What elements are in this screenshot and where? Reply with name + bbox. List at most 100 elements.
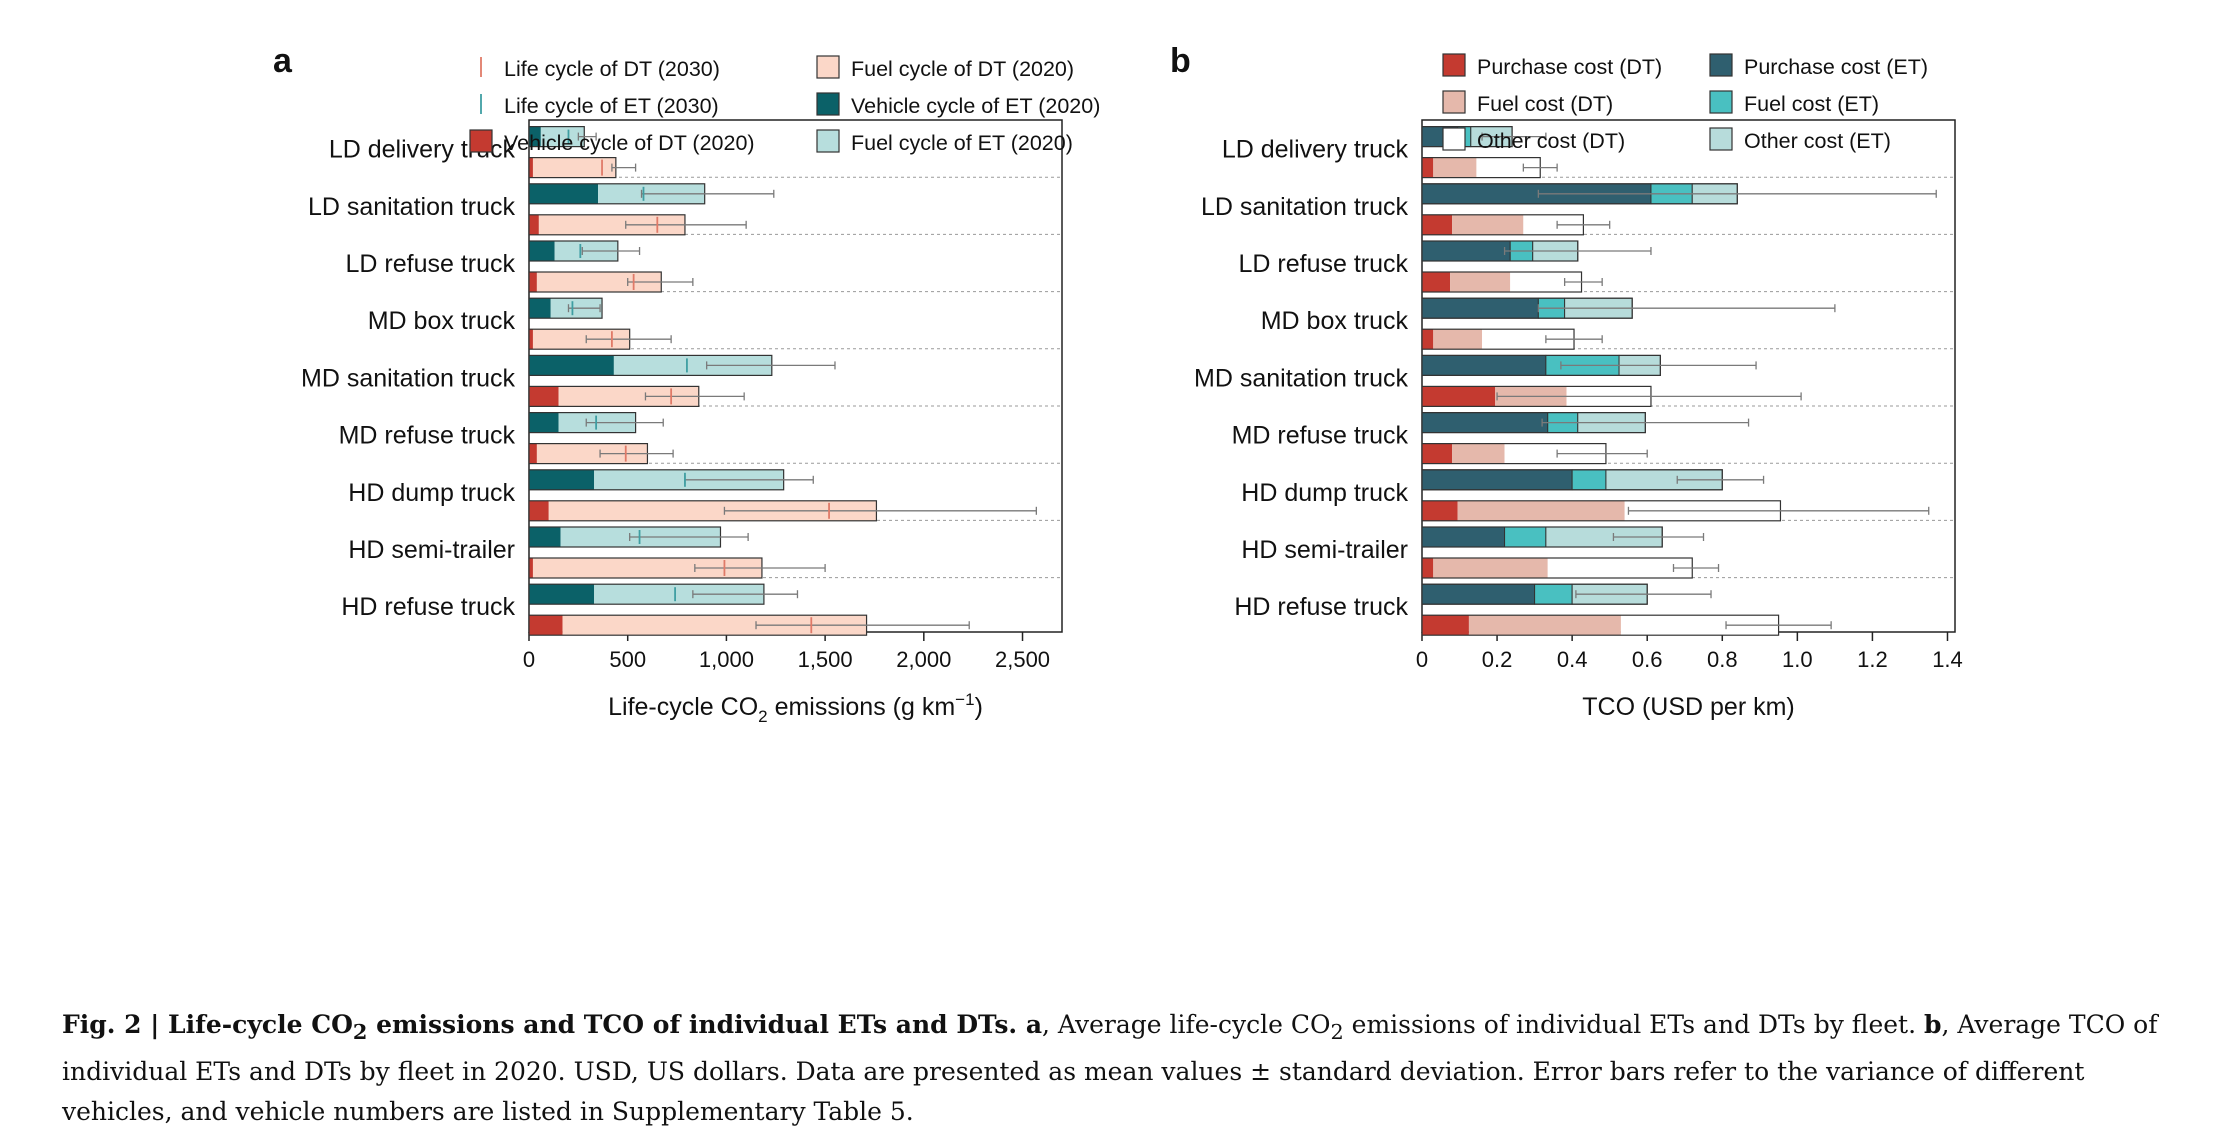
bar-fuel-cost-dt [1452, 443, 1505, 464]
bar-fuel-cycle-of-dt-2020 [532, 558, 762, 578]
bar-fuel-cycle-of-et-2020 [540, 126, 585, 147]
bar-fuel-cycle-of-dt-2020 [536, 272, 662, 292]
bar-fuel-cost-et [1504, 526, 1547, 548]
bar-other-cost-dt [1476, 157, 1541, 178]
caption-title-sub: 2 [352, 1019, 368, 1044]
bar-outline-et [528, 297, 603, 319]
figure-canvas: a 0 500 1,000 1,500 2,000 2,500 Life-cycle CO2 … [273, 42, 1963, 726]
panel-letter: b [1170, 42, 1191, 80]
legend-label-fuel-cycle-of-dt-2020: Fuel cycle of DT (2020) [851, 57, 1074, 81]
bar-purchase-cost-dt [1422, 443, 1453, 464]
x-axis-label: Life-cycle CO2 emissions (g km−1) [608, 690, 983, 726]
panel-b: b 0 0.2 0.4 0.6 0.8 1.0 1.2 1.4 TCO (USD per km) L… [1170, 42, 1963, 721]
bar-fuel-cycle-of-dt-2020 [538, 214, 685, 235]
bar-purchase-cost-dt [1422, 386, 1496, 407]
bar-vehicle-cycle-of-dt-2020 [529, 615, 563, 636]
category-label-ld-delivery-truck: LD delivery truck [1222, 136, 1409, 164]
category-label-md-sanitation-truck: MD sanitation truck [301, 364, 515, 392]
bar-vehicle-cycle-of-dt-2020 [529, 386, 559, 407]
x-axis-label: TCO (USD per km) [1582, 693, 1795, 721]
legend-swatch-vehicle-cycle-of-et-2020 [816, 92, 840, 116]
bar-purchase-cost-et [1421, 354, 1547, 376]
bar-fuel-cycle-of-dt-2020 [536, 443, 648, 464]
caption-a-label: a [1025, 1010, 1043, 1039]
bar-vehicle-cycle-of-et-2020 [529, 469, 595, 490]
category-label-hd-refuse-truck: HD refuse truck [341, 593, 515, 621]
bar-purchase-cost-et [1421, 583, 1536, 605]
legend-swatch-vehicle-cycle-of-dt-2020 [469, 129, 493, 153]
x-tick-label: 0.6 [1632, 647, 1663, 672]
bar-purchase-cost-dt [1422, 214, 1453, 235]
category-label-hd-dump-truck: HD dump truck [348, 479, 515, 507]
x-tick-label: 0 [523, 647, 535, 672]
legend-label-fuel-cost-et: Fuel cost (ET) [1744, 92, 1879, 116]
bar-fuel-cycle-of-dt-2020 [548, 500, 877, 521]
caption-b-label: b [1923, 1010, 1942, 1039]
bar-vehicle-cycle-of-et-2020 [529, 412, 559, 433]
legend-label-vehicle-cycle-of-et-2020: Vehicle cycle of ET (2020) [851, 94, 1100, 118]
category-label-ld-refuse-truck: LD refuse truck [345, 250, 515, 278]
caption-a-text-rest: emissions of individual ETs and DTs by f… [1343, 1010, 1924, 1039]
caption-title: Life-cycle CO2 emissions and TCO of indi… [168, 1010, 1026, 1044]
bar-fuel-cost-dt [1433, 558, 1548, 578]
bar-vehicle-cycle-of-et-2020 [529, 241, 555, 261]
bar-other-cost-dt [1482, 329, 1575, 350]
x-tick-label: 0 [1416, 647, 1428, 672]
bar-purchase-cost-et [1421, 297, 1539, 319]
bar-other-cost-dt [1547, 558, 1693, 578]
bar-purchase-cost-et [1421, 469, 1573, 491]
bar-fuel-cost-dt [1468, 615, 1621, 636]
category-label-md-refuse-truck: MD refuse truck [339, 422, 516, 450]
legend-swatch-fuel-cycle-of-dt-2020 [816, 55, 840, 79]
category-label-hd-semi-trailer: HD semi-trailer [348, 536, 515, 564]
bar-vehicle-cycle-of-dt-2020 [529, 329, 533, 350]
bar-vehicle-cycle-of-dt-2020 [529, 214, 539, 235]
caption-fig-label: Fig. 2 | [62, 1010, 169, 1039]
category-label-md-refuse-truck: MD refuse truck [1232, 422, 1409, 450]
x-tick-label: 1,500 [798, 647, 853, 672]
bar-fuel-cost-dt [1433, 157, 1477, 178]
bar-fuel-cycle-of-dt-2020 [558, 386, 699, 407]
bar-vehicle-cycle-of-et-2020 [529, 527, 561, 547]
category-label-hd-semi-trailer: HD semi-trailer [1241, 536, 1408, 564]
legend-label-purchase-cost-dt: Purchase cost (DT) [1477, 55, 1662, 79]
caption-a-text: , Average life-cycle CO [1042, 1010, 1331, 1039]
x-tick-label: 0.4 [1557, 647, 1588, 672]
bar-vehicle-cycle-of-dt-2020 [529, 558, 533, 578]
legend-label-purchase-cost-et: Purchase cost (ET) [1744, 55, 1928, 79]
legend-label-vehicle-cycle-of-dt-2020: Vehicle cycle of DT (2020) [504, 131, 755, 155]
bar-purchase-cost-dt [1422, 157, 1434, 178]
x-tick-label: 2,500 [995, 647, 1050, 672]
bar-purchase-cost-dt [1422, 272, 1451, 292]
legend-label-fuel-cost-dt: Fuel cost (DT) [1477, 92, 1613, 116]
legend-label-life-cycle-of-dt-2030: Life cycle of DT (2030) [504, 57, 720, 81]
bar-fuel-cycle-of-dt-2020 [562, 615, 867, 636]
bar-vehicle-cycle-of-et-2020 [529, 298, 551, 319]
caption-title-rest: emissions and TCO of individual ETs and … [367, 1010, 1026, 1039]
x-tick-label: 1.2 [1857, 647, 1888, 672]
bar-purchase-cost-dt [1422, 329, 1434, 350]
bar-other-cost-dt [1620, 615, 1779, 636]
legend-swatch-purchase-cost-dt [1442, 53, 1466, 77]
category-label-md-box-truck: MD box truck [368, 307, 516, 335]
bar-fuel-cycle-of-dt-2020 [532, 157, 616, 178]
bar-purchase-cost-dt [1422, 558, 1434, 578]
caption-a-sub: 2 [1330, 1020, 1344, 1044]
figure-caption: Fig. 2 | Life-cycle CO2 emissions and TC… [62, 1005, 2182, 1132]
bar-purchase-cost-et [1421, 526, 1506, 548]
caption-title-main: Life-cycle CO [168, 1010, 353, 1039]
x-tick-label: 2,000 [896, 647, 951, 672]
bar-purchase-cost-et [1421, 412, 1549, 434]
legend-label-other-cost-dt: Other cost (DT) [1477, 129, 1625, 153]
legend-label-life-cycle-of-et-2030: Life cycle of ET (2030) [504, 94, 719, 118]
bar-vehicle-cycle-of-et-2020 [529, 126, 541, 147]
bar-fuel-cycle-of-et-2020 [613, 355, 772, 376]
category-label-md-sanitation-truck: MD sanitation truck [1194, 364, 1408, 392]
legend-swatch-other-cost-et [1709, 127, 1733, 151]
bar-vehicle-cycle-of-et-2020 [529, 183, 599, 204]
category-label-hd-dump-truck: HD dump truck [1241, 479, 1408, 507]
x-tick-label: 0.8 [1707, 647, 1738, 672]
bar-other-cost-dt [1523, 214, 1584, 235]
bar-fuel-cost-dt [1450, 272, 1511, 292]
bar-fuel-cost-dt [1457, 500, 1625, 521]
